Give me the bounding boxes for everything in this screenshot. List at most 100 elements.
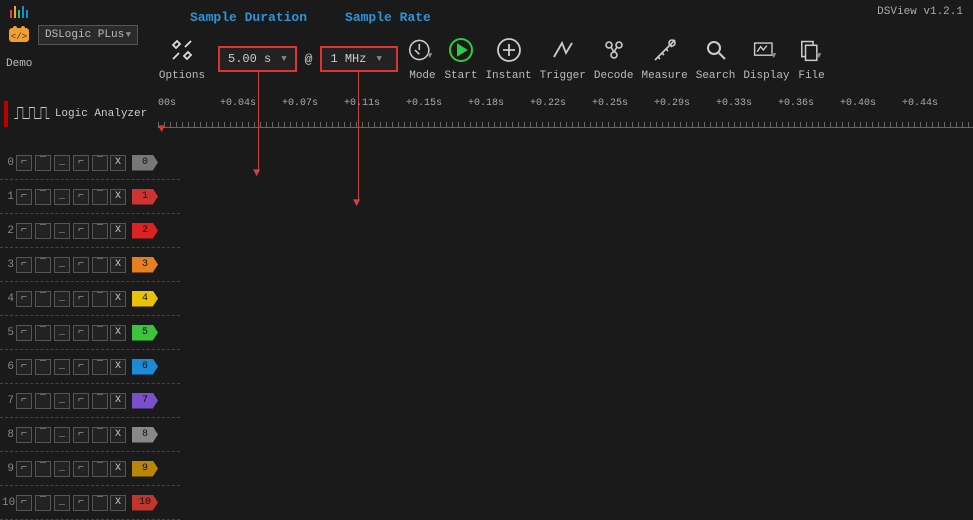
trigger-glyph[interactable]: ‾: [35, 291, 51, 307]
file-button[interactable]: ▼ File: [798, 36, 826, 82]
trigger-glyph[interactable]: ‾: [35, 461, 51, 477]
trigger-glyph[interactable]: _: [54, 325, 70, 341]
trigger-glyph[interactable]: _: [54, 189, 70, 205]
trigger-glyph[interactable]: ‾: [92, 427, 108, 443]
channel-tag[interactable]: 2: [132, 223, 158, 239]
channel-tag[interactable]: 1: [132, 189, 158, 205]
trigger-glyph[interactable]: ⌐: [16, 155, 32, 171]
channel-row[interactable]: 6⌐‾_⌐‾X6: [0, 350, 180, 384]
channel-row[interactable]: 4⌐‾_⌐‾X4: [0, 282, 180, 316]
trigger-button[interactable]: Trigger: [540, 36, 586, 82]
measure-button[interactable]: Measure: [642, 36, 688, 82]
channel-row[interactable]: 5⌐‾_⌐‾X5: [0, 316, 180, 350]
trigger-glyph[interactable]: ⌐: [16, 291, 32, 307]
options-button[interactable]: Options: [158, 36, 206, 82]
trigger-glyph[interactable]: ‾: [92, 461, 108, 477]
trigger-glyph[interactable]: _: [54, 155, 70, 171]
channel-row[interactable]: 7⌐‾_⌐‾X7: [0, 384, 180, 418]
trigger-glyph[interactable]: ‾: [35, 427, 51, 443]
channel-row[interactable]: 8⌐‾_⌐‾X8: [0, 418, 180, 452]
trigger-glyph[interactable]: ⌐: [16, 257, 32, 273]
trigger-glyph[interactable]: ‾: [35, 325, 51, 341]
trigger-glyph[interactable]: _: [54, 359, 70, 375]
search-button[interactable]: Search: [696, 36, 736, 82]
trigger-glyph[interactable]: ⌐: [16, 495, 32, 511]
trigger-glyph[interactable]: ‾: [92, 155, 108, 171]
trigger-glyph[interactable]: _: [54, 257, 70, 273]
channel-close-button[interactable]: X: [110, 291, 126, 307]
trigger-glyph[interactable]: ⌐: [73, 189, 89, 205]
trigger-glyph[interactable]: ‾: [92, 223, 108, 239]
trigger-glyph[interactable]: ‾: [92, 393, 108, 409]
trigger-glyph[interactable]: ⌐: [73, 291, 89, 307]
trigger-glyph[interactable]: ⌐: [73, 461, 89, 477]
trigger-glyph[interactable]: ‾: [35, 155, 51, 171]
trigger-glyph[interactable]: ⌐: [16, 325, 32, 341]
channel-row[interactable]: 2⌐‾_⌐‾X2: [0, 214, 180, 248]
sample-duration-select[interactable]: 5.00 s ▼: [218, 46, 297, 72]
trigger-glyph[interactable]: ⌐: [73, 359, 89, 375]
trigger-glyph[interactable]: ⌐: [16, 223, 32, 239]
trigger-glyph[interactable]: _: [54, 223, 70, 239]
channel-close-button[interactable]: X: [110, 155, 126, 171]
channel-close-button[interactable]: X: [110, 359, 126, 375]
trigger-glyph[interactable]: ‾: [35, 393, 51, 409]
channel-close-button[interactable]: X: [110, 393, 126, 409]
channel-close-button[interactable]: X: [110, 257, 126, 273]
trigger-glyph[interactable]: ‾: [35, 359, 51, 375]
channel-tag[interactable]: 3: [132, 257, 158, 273]
channel-row[interactable]: 0⌐‾_⌐‾X0: [0, 146, 180, 180]
trigger-glyph[interactable]: ⌐: [16, 461, 32, 477]
trigger-glyph[interactable]: ‾: [92, 257, 108, 273]
trigger-glyph[interactable]: ‾: [92, 325, 108, 341]
channel-close-button[interactable]: X: [110, 325, 126, 341]
trigger-glyph[interactable]: ⌐: [73, 393, 89, 409]
channel-row[interactable]: 9⌐‾_⌐‾X9: [0, 452, 180, 486]
trigger-glyph[interactable]: ‾: [35, 189, 51, 205]
channel-close-button[interactable]: X: [110, 495, 126, 511]
trigger-glyph[interactable]: ⌐: [16, 393, 32, 409]
device-select[interactable]: DSLogic PLus ▼: [38, 25, 138, 45]
channel-row[interactable]: 10⌐‾_⌐‾X10: [0, 486, 180, 520]
channel-tag[interactable]: 5: [132, 325, 158, 341]
channel-close-button[interactable]: X: [110, 189, 126, 205]
trigger-glyph[interactable]: ‾: [35, 257, 51, 273]
channel-tag[interactable]: 4: [132, 291, 158, 307]
channel-close-button[interactable]: X: [110, 427, 126, 443]
trigger-glyph[interactable]: ⌐: [73, 427, 89, 443]
channel-tag[interactable]: 9: [132, 461, 158, 477]
trigger-glyph[interactable]: _: [54, 427, 70, 443]
channel-tag[interactable]: 7: [132, 393, 158, 409]
trigger-glyph[interactable]: ⌐: [73, 325, 89, 341]
trigger-glyph[interactable]: ⌐: [73, 155, 89, 171]
mode-button[interactable]: ▼ Mode: [408, 36, 436, 82]
trigger-glyph[interactable]: ⌐: [73, 257, 89, 273]
time-ruler[interactable]: 00s+0.04s+0.07s+0.11s+0.15s+0.18s+0.22s+…: [158, 94, 973, 134]
channel-tag[interactable]: 6: [132, 359, 158, 375]
trigger-glyph[interactable]: ⌐: [16, 359, 32, 375]
channel-tag[interactable]: 0: [132, 155, 158, 171]
trigger-glyph[interactable]: ⌐: [73, 495, 89, 511]
sample-rate-select[interactable]: 1 MHz ▼: [320, 46, 398, 72]
trigger-glyph[interactable]: ⌐: [16, 427, 32, 443]
trigger-glyph[interactable]: ‾: [92, 495, 108, 511]
trigger-glyph[interactable]: ⌐: [16, 189, 32, 205]
trigger-glyph[interactable]: _: [54, 461, 70, 477]
display-button[interactable]: ▼ Display: [743, 36, 789, 82]
channel-tag[interactable]: 8: [132, 427, 158, 443]
trigger-glyph[interactable]: ⌐: [73, 223, 89, 239]
channel-row[interactable]: 1⌐‾_⌐‾X1: [0, 180, 180, 214]
instant-button[interactable]: Instant: [485, 36, 531, 82]
trigger-glyph[interactable]: ‾: [92, 291, 108, 307]
trigger-glyph[interactable]: _: [54, 393, 70, 409]
trigger-glyph[interactable]: ‾: [35, 495, 51, 511]
trigger-glyph[interactable]: _: [54, 495, 70, 511]
channel-close-button[interactable]: X: [110, 461, 126, 477]
channel-close-button[interactable]: X: [110, 223, 126, 239]
trigger-glyph[interactable]: ‾: [92, 189, 108, 205]
channel-tag[interactable]: 10: [132, 495, 158, 511]
decode-button[interactable]: Decode: [594, 36, 634, 82]
channel-row[interactable]: 3⌐‾_⌐‾X3: [0, 248, 180, 282]
trigger-glyph[interactable]: ‾: [35, 223, 51, 239]
start-button[interactable]: Start: [444, 36, 477, 82]
